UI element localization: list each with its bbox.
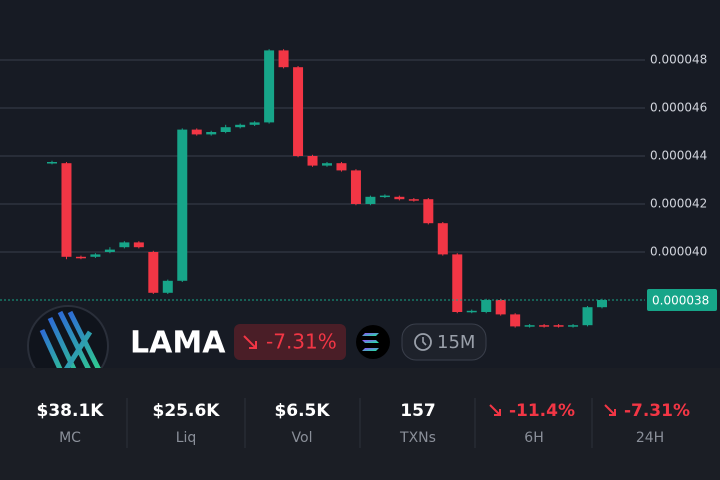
candle-body [278, 50, 289, 68]
stat-value: $25.6K [153, 401, 221, 421]
down-arrow-icon [604, 404, 616, 416]
candle-body [249, 122, 260, 125]
candle-body [104, 249, 115, 252]
candle-body [61, 163, 72, 257]
candle-body [597, 300, 607, 308]
down-arrow-icon [243, 335, 257, 349]
last-price-label: 0.000038 [652, 294, 709, 308]
candle-body [75, 256, 86, 259]
dividers [126, 398, 593, 448]
candle-body [582, 307, 593, 326]
stat-value: $38.1K [37, 401, 105, 421]
candle-body [119, 242, 130, 248]
candle-body [148, 252, 159, 293]
candle-body [379, 195, 390, 198]
stat-value: -11.4% [509, 401, 575, 421]
change-value: -7.31% [266, 330, 337, 354]
candle-body [293, 67, 304, 156]
y-tick-label: 0.000040 [650, 245, 707, 259]
stat-value: -7.31% [624, 401, 690, 421]
token-name: LAMA [130, 326, 226, 361]
candle-body [322, 163, 332, 166]
candle-body [336, 163, 347, 171]
candle-body [177, 129, 188, 281]
candle-body [220, 127, 231, 132]
stat-value: 157 [400, 401, 436, 421]
candle-body [408, 199, 419, 201]
candle-body [466, 310, 477, 313]
change-badge [234, 324, 346, 360]
candle-body [553, 325, 564, 327]
price-chart: 0.000040 0.000042 0.000044 0.000046 0.000048… [0, 49, 717, 328]
stat-label: Liq [176, 430, 197, 446]
candle-body [350, 170, 361, 204]
candle-body [191, 129, 202, 135]
last-price-box [647, 289, 717, 311]
candle-body [90, 254, 101, 257]
y-tick-label: 0.000048 [650, 53, 707, 67]
candle-body [162, 280, 173, 293]
candle-body [524, 325, 535, 327]
clock-hands [422, 337, 427, 346]
down-arrow-icon [489, 404, 501, 416]
candle-body [495, 300, 506, 315]
stat-label: MC [59, 430, 81, 446]
stats-row: $38.1K MC $25.6K Liq $6.5K Vol 157 TXNs … [37, 398, 690, 448]
stat-label: 24H [636, 430, 664, 446]
token-header: LAMA -7.31% 15M [27, 305, 487, 387]
candle-body [423, 199, 434, 224]
candle-body [437, 223, 448, 255]
interval-label: 15M [437, 332, 475, 353]
y-tick-label: 0.000044 [650, 149, 707, 163]
interval-pill[interactable] [401, 323, 487, 361]
candle-body [394, 196, 405, 200]
candle-body [47, 162, 57, 164]
candle-body [568, 325, 579, 327]
candle-body [133, 242, 144, 248]
candle-body [510, 314, 521, 327]
candle-body [206, 132, 217, 135]
candle-body [307, 156, 318, 166]
candle-body [264, 50, 275, 123]
stat-label: Vol [292, 430, 313, 446]
stat-value: $6.5K [274, 401, 330, 421]
candle-body [452, 254, 463, 312]
stat-label: TXNs [399, 430, 436, 446]
candle-body [365, 196, 376, 204]
y-tick-label: 0.000042 [650, 197, 707, 211]
candle-body [481, 300, 492, 312]
solana-logo [362, 333, 379, 351]
clock-icon [414, 333, 432, 351]
candle-body [235, 124, 246, 128]
stat-label: 6H [524, 430, 543, 446]
y-tick-label: 0.000046 [650, 101, 707, 115]
candle-body [539, 325, 550, 327]
